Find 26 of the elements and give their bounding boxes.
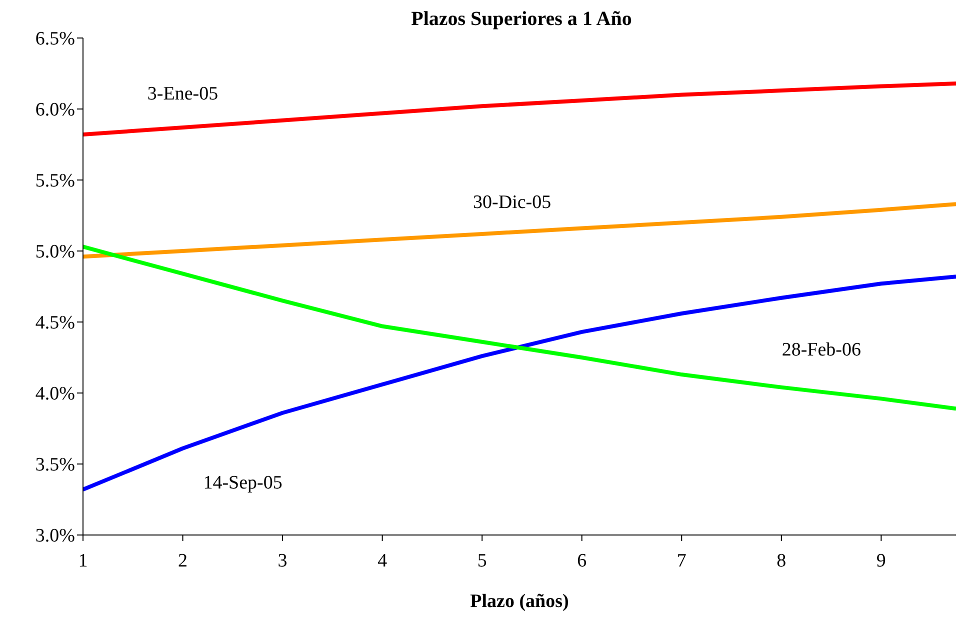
series-label: 14-Sep-05 <box>203 472 282 494</box>
x-tick-label: 6 <box>577 550 587 572</box>
y-tick-label: 5.5% <box>35 170 76 192</box>
line-series <box>83 274 956 492</box>
y-tick-label: 6.0% <box>35 100 76 121</box>
line-series <box>83 244 956 411</box>
y-tick-label: 4.5% <box>35 312 76 334</box>
x-tick-label: 3 <box>278 550 288 572</box>
y-tick-label: 4.0% <box>35 384 76 405</box>
y-tick-label: 3.5% <box>35 454 76 476</box>
y-tick-label: 3.0% <box>35 526 76 547</box>
chart-title: Plazos Superiores a 1 Año <box>410 8 633 31</box>
x-axis-title: Plazo (años) <box>470 591 569 612</box>
y-tick-label: 6.5% <box>35 28 76 50</box>
x-tick-label: 2 <box>178 550 188 572</box>
x-tick-label: 7 <box>676 550 686 572</box>
x-tick-label: 1 <box>78 550 88 572</box>
x-tick-label: 4 <box>378 550 388 572</box>
x-tick-label: 8 <box>776 550 786 572</box>
series-label: 30-Dic-05 <box>473 192 552 213</box>
y-tick-label: 5.0% <box>35 242 76 263</box>
series-label: 28-Feb-06 <box>782 339 861 360</box>
line-series <box>83 81 956 137</box>
x-tick-label: 5 <box>477 550 487 572</box>
x-tick-label: 9 <box>876 550 886 572</box>
series-label: 3-Ene-05 <box>147 83 218 104</box>
